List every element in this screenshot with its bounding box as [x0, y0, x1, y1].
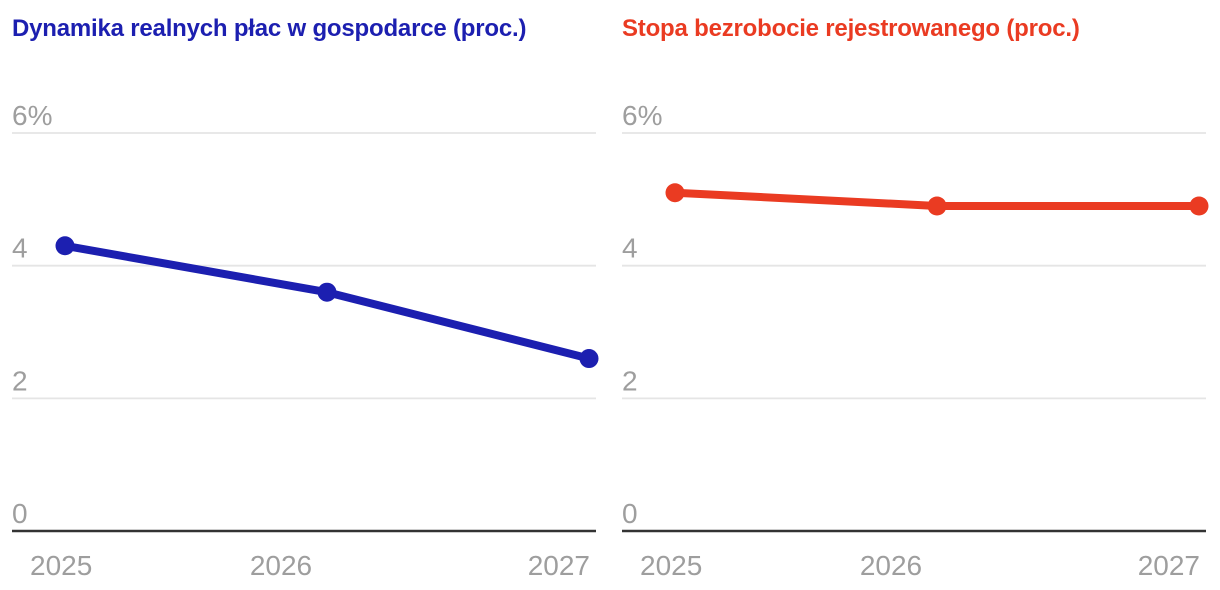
chart-real-wages: Dynamika realnych płac w gospodarce (pro… — [12, 15, 599, 581]
data-point — [1189, 196, 1209, 216]
x-axis-tick-label: 2026 — [860, 550, 922, 581]
y-axis-tick-label: 0 — [622, 498, 638, 529]
data-point — [927, 196, 947, 216]
x-axis-tick-label: 2027 — [528, 550, 590, 581]
chart-title-unemployment: Stopa bezrobocie rejestrowanego (proc.) — [622, 15, 1080, 42]
y-axis-tick-label: 4 — [622, 233, 638, 264]
y-axis-tick-label: 0 — [12, 498, 28, 529]
data-point — [317, 282, 337, 302]
chart-title-real-wages: Dynamika realnych płac w gospodarce (pro… — [12, 15, 527, 42]
x-axis-tick-label: 2025 — [640, 550, 702, 581]
data-point — [665, 183, 685, 203]
x-axis-tick-label: 2025 — [30, 550, 92, 581]
y-axis-tick-label: 6% — [622, 100, 662, 131]
data-point — [579, 349, 599, 369]
y-axis-tick-label: 2 — [12, 365, 28, 396]
y-axis-tick-label: 6% — [12, 100, 52, 131]
x-axis-tick-label: 2026 — [250, 550, 312, 581]
chart-unemployment: Stopa bezrobocie rejestrowanego (proc.) … — [610, 0, 1220, 590]
x-axis-tick-label: 2027 — [1138, 550, 1200, 581]
data-line — [61, 241, 593, 363]
y-axis-tick-label: 4 — [12, 233, 28, 264]
y-axis-tick-label: 2 — [622, 365, 638, 396]
data-point — [55, 236, 75, 256]
